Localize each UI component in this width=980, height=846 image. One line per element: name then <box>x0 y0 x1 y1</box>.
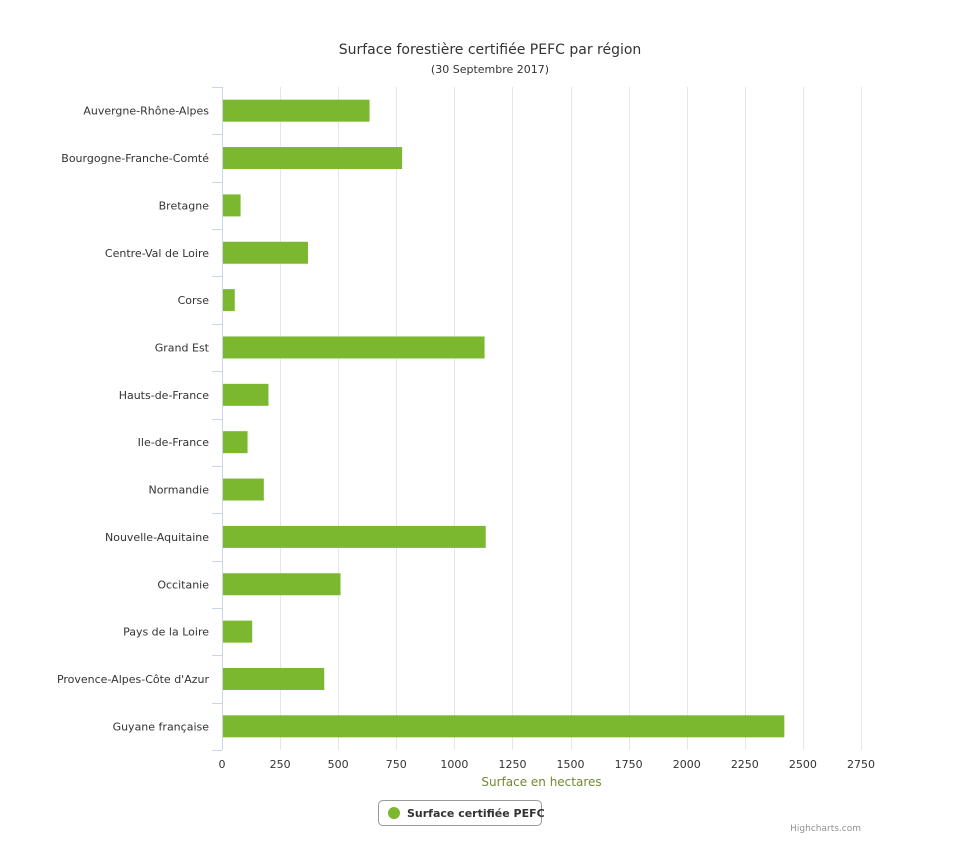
x-tick-label: 250 <box>270 758 291 771</box>
x-tick-label: 2000 <box>673 758 701 771</box>
y-tick-label: Normandie <box>148 484 209 497</box>
bar <box>223 194 241 217</box>
y-tick-label: Hauts-de-France <box>119 389 210 402</box>
x-tick-label: 1000 <box>440 758 468 771</box>
x-tick-label: 2500 <box>789 758 817 771</box>
y-tick-label: Provence-Alpes-Côte d'Azur <box>57 673 210 686</box>
bar <box>223 241 308 264</box>
bar <box>223 620 253 643</box>
y-tick-label: Occitanie <box>157 578 209 591</box>
bar <box>223 478 264 501</box>
bar <box>223 715 785 738</box>
bar <box>223 383 269 406</box>
credits-link[interactable]: Highcharts.com <box>790 824 861 834</box>
bar <box>223 667 325 690</box>
y-tick-label: Auvergne-Rhône-Alpes <box>83 105 209 118</box>
y-tick-label: Nouvelle-Aquitaine <box>105 531 209 544</box>
x-tick-label: 1750 <box>615 758 643 771</box>
x-axis-title: Surface en hectares <box>481 775 601 789</box>
bar <box>223 289 235 312</box>
y-tick-label: Grand Est <box>155 341 210 354</box>
bar <box>223 147 403 170</box>
chart-title: Surface forestière certifiée PEFC par ré… <box>338 42 642 58</box>
x-tick-label: 2250 <box>731 758 759 771</box>
y-tick-label: Guyane française <box>113 720 210 733</box>
y-tick-label: Corse <box>178 294 210 307</box>
legend-label: Surface certifiée PEFC <box>407 806 545 820</box>
x-tick-label: 500 <box>328 758 349 771</box>
bar <box>223 431 248 454</box>
x-tick-label: 0 <box>219 758 226 771</box>
bar <box>223 573 341 596</box>
chart-subtitle: (30 Septembre 2017) <box>430 63 550 76</box>
y-tick-label: Bretagne <box>159 199 210 212</box>
x-tick-label: 2750 <box>847 758 875 771</box>
bar <box>223 336 485 359</box>
y-tick-label: Pays de la Loire <box>123 626 209 639</box>
y-tick-label: Bourgogne-Franche-Comté <box>61 152 209 165</box>
legend-marker-icon <box>388 807 400 819</box>
y-tick-label: Ile-de-France <box>138 436 210 449</box>
x-tick-label: 1250 <box>498 758 526 771</box>
bar <box>223 99 370 122</box>
x-tick-label: 750 <box>386 758 407 771</box>
legend-item[interactable]: Surface certifiée PEFC <box>378 800 545 826</box>
x-tick-label: 1500 <box>557 758 585 771</box>
bar <box>223 525 486 548</box>
y-tick-label: Centre-Val de Loire <box>105 247 209 260</box>
